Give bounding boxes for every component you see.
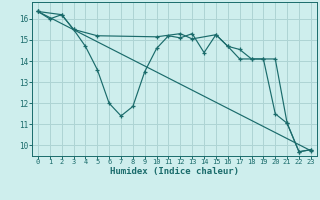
- X-axis label: Humidex (Indice chaleur): Humidex (Indice chaleur): [110, 167, 239, 176]
